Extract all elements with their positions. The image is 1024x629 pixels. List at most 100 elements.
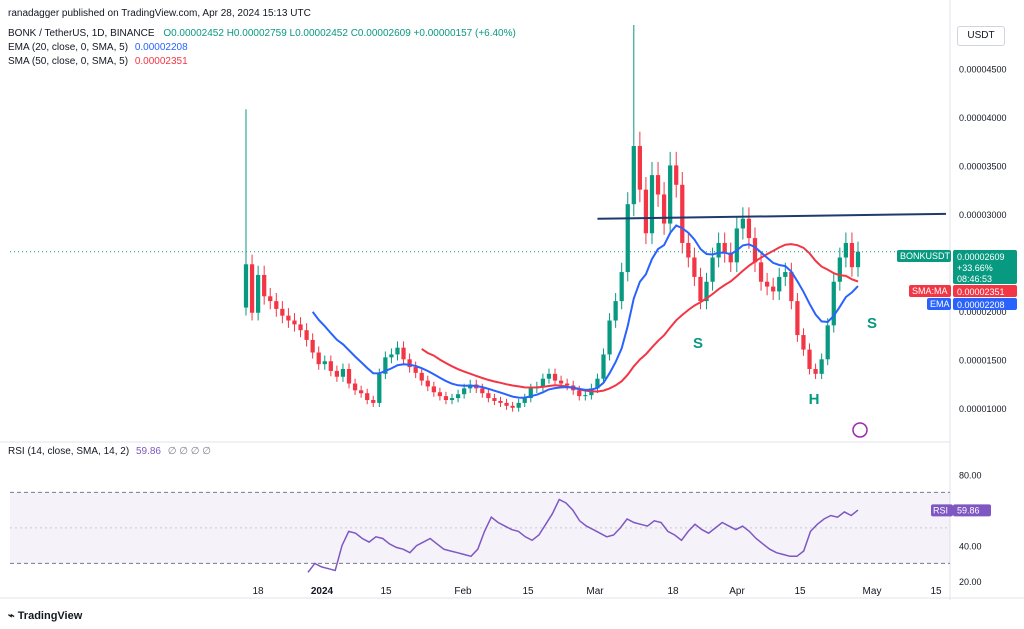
candle-body: [734, 228, 739, 263]
price-label-name: SMA:MA: [912, 286, 948, 296]
candle-body: [764, 281, 770, 287]
candle-body: [783, 272, 788, 277]
candle-body: [825, 325, 830, 360]
candle-body: [389, 354, 394, 358]
candle-body: [577, 390, 582, 397]
x-tick-label: 15: [380, 586, 392, 597]
candle-body: [746, 218, 752, 239]
sma-legend: SMA (50, close, 0, SMA, 5) 0.00002351: [8, 56, 188, 68]
x-tick-label: Mar: [586, 586, 604, 597]
ema-label: EMA (20, close, 0, SMA, 5): [8, 42, 129, 53]
pattern-label-left-shoulder: S: [693, 335, 703, 352]
candle-body: [819, 359, 824, 374]
candle-body: [692, 257, 697, 277]
rsi-label: RSI (14, close, SMA, 14, 2): [8, 446, 130, 457]
candle-body: [649, 175, 655, 234]
alert-icon: [852, 422, 868, 438]
candle-body: [365, 393, 370, 401]
candle-body: [286, 315, 291, 321]
candle-body: [668, 165, 673, 224]
y-tick-label: 0.00001000: [959, 404, 1007, 414]
candle-body: [728, 252, 733, 263]
candle-body: [583, 395, 588, 397]
candle-body: [565, 383, 570, 386]
candle-body: [722, 242, 727, 253]
sma-value: 0.00002351: [134, 56, 188, 67]
candle-body: [274, 301, 279, 309]
tradingview-logo[interactable]: ⌁ TradingView: [8, 609, 82, 622]
candle-body: [516, 402, 521, 408]
rsi-value-tag: 59.86: [957, 505, 980, 515]
price-label-value: 0.00002208: [957, 300, 1005, 310]
symbol-line: BONK / TetherUS, 1D, BINANCE O0.00002452…: [8, 28, 516, 40]
price-label-value: 0.00002609: [957, 252, 1005, 262]
x-tick-label: Apr: [729, 586, 745, 597]
candle-body: [710, 257, 715, 282]
candle-body: [789, 272, 794, 302]
candle-body: [655, 175, 661, 195]
price-label-name: EMA: [930, 299, 950, 309]
candle-body: [771, 286, 776, 292]
logo-icon: ⌁: [8, 610, 18, 622]
candle-body: [316, 352, 321, 365]
sma-label: SMA (50, close, 0, SMA, 5): [8, 56, 129, 67]
candle-body: [619, 272, 624, 302]
x-tick-label: 18: [667, 586, 679, 597]
candle-body: [377, 373, 382, 403]
candle-body: [698, 276, 703, 302]
rsi-tick-label: 20.00: [959, 577, 982, 587]
neckline: [597, 212, 947, 220]
candle-body: [413, 367, 418, 373]
candle-body: [643, 189, 649, 234]
x-tick-label: May: [863, 586, 882, 597]
candle-body: [310, 339, 315, 353]
x-tick-label: 18: [252, 586, 264, 597]
candle-body: [740, 218, 745, 229]
candle-body: [280, 308, 285, 316]
sma-line: [421, 243, 859, 393]
rsi-extra: ∅ ∅ ∅ ∅: [167, 446, 211, 457]
pattern-label-head: H: [809, 391, 820, 408]
candle-body: [752, 238, 758, 263]
ema-legend: EMA (20, close, 0, SMA, 5) 0.00002208: [8, 42, 188, 54]
candle-body: [631, 146, 636, 205]
price-label-ema-box: [953, 298, 1017, 310]
candle-body: [395, 347, 400, 355]
candle-body: [777, 276, 782, 292]
candle-body: [837, 257, 842, 282]
rsi-tick-label: 40.00: [959, 542, 982, 552]
candle-body: [437, 392, 443, 397]
ohlc-values: O0.00002452 H0.00002759 L0.00002452 C0.0…: [163, 28, 516, 39]
x-tick-label: Feb: [454, 586, 472, 597]
candle-body: [510, 405, 515, 408]
price-label-value: 0.00002351: [957, 287, 1005, 297]
rsi-tick-label: 80.00: [959, 471, 982, 481]
candle-body: [637, 146, 642, 190]
rsi-legend: RSI (14, close, SMA, 14, 2) 59.86 ∅ ∅ ∅ …: [8, 446, 211, 458]
rsi-name-box: [931, 504, 953, 517]
candle-body: [680, 184, 685, 243]
candle-body: [801, 335, 806, 350]
candle-body: [334, 370, 340, 377]
currency-button[interactable]: USDT: [957, 26, 1005, 46]
x-tick-label: 15: [522, 586, 534, 597]
candle-body: [346, 368, 352, 384]
candle-body: [795, 301, 800, 336]
candle-body: [504, 402, 509, 406]
price-label-value: 08:46:53: [957, 274, 992, 284]
candle-body: [855, 251, 861, 268]
y-tick-label: 0.00004500: [959, 64, 1007, 74]
candle-body: [486, 393, 491, 399]
candle-body: [849, 242, 855, 268]
candle-body: [328, 361, 333, 371]
ema-line: [311, 224, 859, 399]
candle-body: [443, 396, 449, 401]
x-tick-label: 15: [930, 586, 942, 597]
candle-body: [292, 320, 297, 325]
candle-body: [371, 400, 376, 403]
y-tick-label: 0.00004000: [959, 113, 1007, 123]
pattern-label-right-shoulder: S: [867, 315, 877, 332]
candle-body: [431, 386, 436, 393]
candle-body: [528, 388, 533, 399]
